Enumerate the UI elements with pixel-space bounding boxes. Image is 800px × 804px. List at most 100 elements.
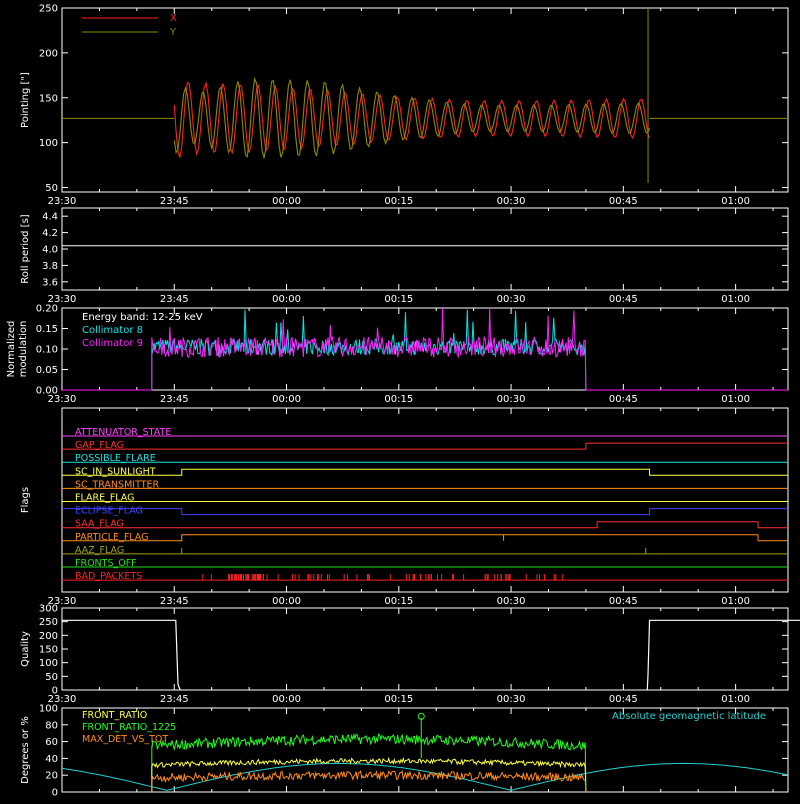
quality-line: [646, 619, 800, 691]
flag-label: AAZ_FLAG: [75, 545, 124, 556]
y-tick-label: 0.00: [36, 386, 58, 397]
y-tick-label: 100: [39, 704, 58, 715]
x-tick-label: 23:45: [160, 596, 189, 607]
flag-line: [62, 508, 788, 516]
geomagnetic-annotation: Absolute geomagnetic latitude: [612, 711, 766, 722]
x-tick-label: 00:15: [384, 394, 413, 405]
pointing-panel: 50 100 150 200 250 Pointing ["] 23:30 23:45 00:0…: [20, 4, 789, 207]
x-tick-label: 23:45: [160, 694, 189, 705]
x-tick-label: 00:45: [609, 394, 638, 405]
flag-line: [62, 521, 788, 529]
y-tick-label: 80: [45, 720, 58, 731]
flag-label: FLARE_FLAG: [75, 493, 135, 504]
flag-label: GAP_FLAG: [75, 440, 124, 451]
y-axis-label: modulation: [18, 321, 29, 378]
flag-label: POSSIBLE_FLARE: [75, 453, 156, 464]
y-tick-label: 200: [39, 48, 58, 59]
y-tick-label: 150: [39, 93, 58, 104]
x-tick-label: 23:45: [160, 294, 189, 305]
flag-label: PARTICLE_FLAG: [75, 532, 148, 543]
flag-label: SAA_FLAG: [75, 519, 124, 530]
flag-label: SC_TRANSMITTER: [75, 479, 160, 490]
flag-label: ECLIPSE_FLAG: [75, 506, 143, 517]
pointing-series-x: [173, 81, 651, 158]
ratio-series-front-ratio-1225: [151, 732, 587, 793]
legend-entry: Y: [169, 27, 177, 38]
ratios-panel: 0 20 40 60 80 100 Degrees or % FRONT_RATIOFRONT…: [20, 704, 789, 799]
y-tick-label: 3.6: [42, 277, 58, 288]
ratio-series-front-ratio: [151, 756, 587, 793]
plot-frame: [61, 207, 789, 291]
modulation-series-collimator-9: [62, 307, 788, 391]
y-tick-label: 40: [45, 754, 58, 765]
ratio-series-max-det-vs-tot: [151, 769, 587, 793]
x-tick-label: 00:45: [609, 694, 638, 705]
y-axis-label: Quality: [20, 631, 31, 667]
energy-band-annotation: Energy band: 12-25 keV: [82, 312, 203, 323]
y-tick-label: 4.0: [42, 245, 58, 256]
flag-line: [62, 534, 788, 542]
x-tick-label: 01:00: [721, 294, 750, 305]
y-tick-label: 4.2: [42, 228, 58, 239]
roll-period-panel: 3.6 3.8 4.0 4.2 4.4 Roll period [s] 23:30 23:45…: [20, 207, 789, 305]
x-tick-label: 00:15: [384, 694, 413, 705]
y-tick-label: 3.8: [42, 261, 58, 272]
legend-entry: Collimator 9: [82, 338, 143, 349]
y-axis-label: Flags: [20, 487, 31, 513]
y-axis-label: Pointing ["]: [20, 72, 31, 128]
y-tick-label: 200: [39, 631, 58, 642]
x-tick-label: 23:45: [160, 394, 189, 405]
x-tick-label: 00:00: [272, 694, 301, 705]
x-tick-label: 00:15: [384, 294, 413, 305]
x-tick-label: 23:30: [48, 196, 77, 207]
x-tick-label: 00:30: [497, 394, 526, 405]
y-tick-label: 50: [45, 672, 58, 683]
x-tick-label: 00:00: [272, 196, 301, 207]
y-tick-label: 4.4: [42, 212, 58, 223]
x-tick-label: 00:00: [272, 596, 301, 607]
flags-panel: Flags 23:30 23:45 00:00 00:15 00:30 00:45 01:00…: [20, 407, 789, 607]
x-tick-label: 01:00: [721, 596, 750, 607]
x-tick-label: 23:30: [48, 294, 77, 305]
plot-frame: [61, 7, 789, 193]
x-tick-label: 00:30: [497, 294, 526, 305]
x-tick-label: 00:30: [497, 196, 526, 207]
x-tick-label: 00:45: [609, 294, 638, 305]
y-tick-label: 60: [45, 737, 58, 748]
y-tick-label: 300: [39, 604, 58, 615]
x-tick-label: 00:45: [609, 196, 638, 207]
geomagnetic-latitude-line: [61, 762, 789, 791]
flag-label: FRONTS_OFF: [75, 558, 137, 569]
y-tick-label: 0: [52, 686, 58, 697]
x-tick-label: 23:30: [48, 694, 77, 705]
legend-entry: MAX_DET_VS_TOT: [82, 734, 168, 745]
flag-label: ATTENUATOR_STATE: [75, 427, 171, 438]
y-axis-label: Roll period [s]: [20, 214, 31, 283]
quality-line: [62, 619, 181, 691]
x-tick-label: 00:45: [609, 596, 638, 607]
y-axis-label: Normalized: [6, 321, 17, 378]
legend-entry: FRONT_RATIO_1225: [82, 722, 176, 733]
x-tick-label: 00:00: [272, 294, 301, 305]
legend-entry: FRONT_RATIO: [82, 710, 147, 721]
x-tick-label: 01:00: [721, 394, 750, 405]
y-tick-label: 50: [45, 183, 58, 194]
flag-line: [62, 468, 788, 476]
x-tick-label: 01:00: [721, 196, 750, 207]
y-tick-label: 20: [45, 771, 58, 782]
modulation-panel: 0.00 0.05 0.10 0.15 0.20 Normalized modulation…: [6, 304, 789, 405]
y-tick-label: 0.10: [36, 345, 58, 356]
x-tick-label: 23:30: [48, 394, 77, 405]
x-tick-label: 23:30: [48, 596, 77, 607]
y-tick-label: 0.20: [36, 304, 58, 315]
x-tick-label: 00:30: [497, 694, 526, 705]
ratio-spike-marker: [417, 712, 425, 720]
x-tick-label: 00:15: [384, 196, 413, 207]
y-tick-label: 0.05: [36, 365, 58, 376]
y-tick-label: 100: [39, 658, 58, 669]
legend-entry: Collimator 8: [82, 325, 143, 336]
x-tick-label: 01:00: [721, 694, 750, 705]
plot-frame: [61, 707, 789, 793]
